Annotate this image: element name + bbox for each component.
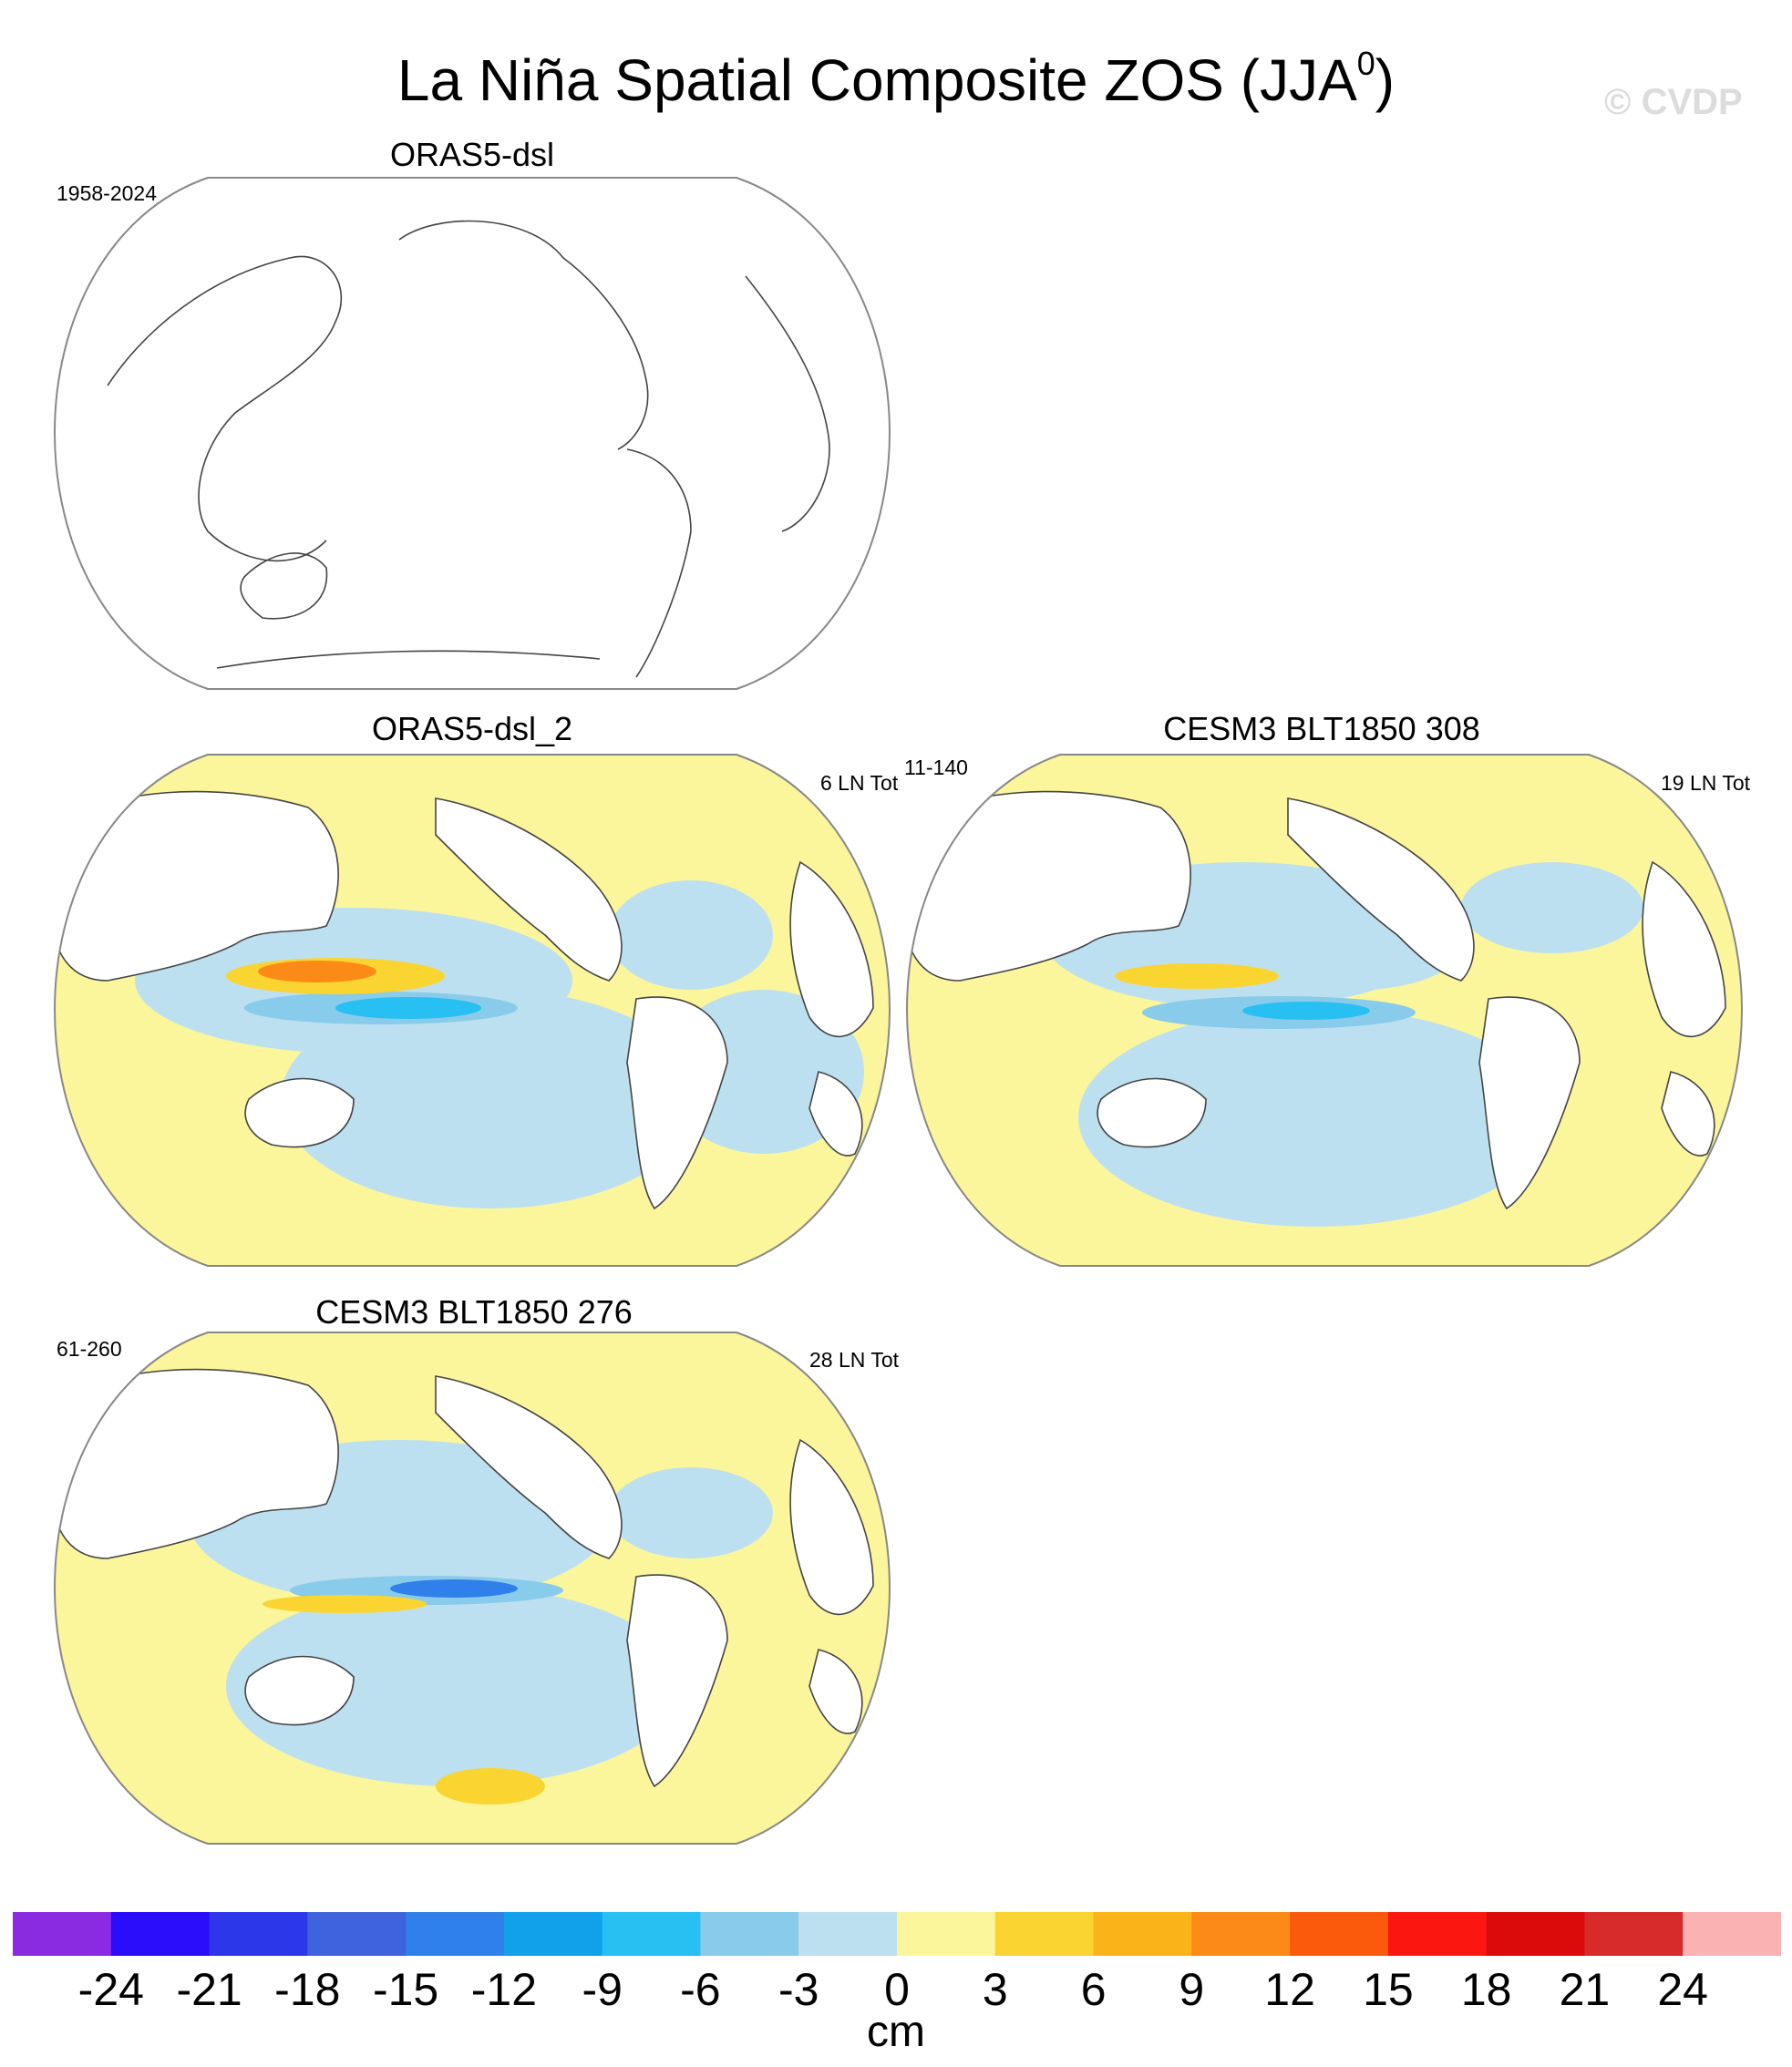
colorbar-tick-label: 12	[1264, 1964, 1315, 2015]
figure-title: La Niña Spatial Composite ZOS (JJA0)	[397, 45, 1395, 113]
watermark: © CVDP	[1604, 82, 1743, 122]
colorbar-swatch	[1191, 1912, 1291, 1956]
globe-outline	[53, 177, 891, 690]
colorbar-swatch	[700, 1912, 799, 1956]
panel-years-oras5-dsl: 1958-2024	[57, 181, 157, 205]
colorbar-swatch	[994, 1912, 1095, 1956]
colorbar-swatch	[1584, 1912, 1684, 1956]
colorbar-tick-label: 3	[982, 1964, 1008, 2015]
globe-outline	[53, 754, 891, 1267]
colorbar-swatch	[110, 1912, 211, 1956]
map-panel-oras5-dsl	[53, 176, 891, 691]
colorbar-tick-label: -6	[680, 1964, 721, 2015]
colorbar-swatch	[1683, 1912, 1782, 1956]
colorbar-swatch	[1486, 1912, 1585, 1956]
colorbar-tick-label: -24	[77, 1964, 144, 2015]
colorbar-tick-label: 21	[1559, 1964, 1611, 2015]
map-panel-cesm3-276	[53, 1331, 891, 1846]
colorbar-swatch	[602, 1912, 701, 1956]
colorbar-tick-label: 9	[1179, 1964, 1205, 2015]
colorbar-unit: cm	[867, 2008, 925, 2056]
colorbar-tick-label: -15	[372, 1964, 439, 2015]
panel-count-cesm3-308: 19 LN Tot	[1661, 771, 1751, 795]
colorbar-tick-label: 18	[1460, 1964, 1512, 2015]
colorbar-swatch	[1387, 1912, 1488, 1956]
panel-title-oras5-dsl-2: ORAS5-dsl_2	[371, 710, 573, 747]
colorbar-tick-label: -12	[470, 1964, 538, 2015]
colorbar-tick-label: 15	[1363, 1964, 1414, 2015]
panel-count-cesm3-276: 28 LN Tot	[809, 1348, 900, 1372]
colorbar-swatch	[1093, 1912, 1192, 1956]
panel-title-cesm3-276: CESM3 BLT1850 276	[315, 1293, 633, 1331]
land-masses	[55, 1368, 874, 1788]
colorbar-swatch	[897, 1912, 996, 1956]
map-panel-oras5-dsl-2	[53, 753, 891, 1268]
colorbar-swatch	[1290, 1912, 1389, 1956]
colorbar-tick-label: -3	[778, 1964, 819, 2015]
map-panel-cesm3-308	[905, 753, 1744, 1268]
globe-outline	[53, 1332, 891, 1845]
colorbar-swatch	[406, 1912, 505, 1956]
colorbar-swatch	[503, 1912, 603, 1956]
panel-count-oras5-dsl-2: 6 LN Tot	[820, 771, 899, 795]
panel-years-cesm3-308: 11-140	[904, 756, 968, 779]
colorbar-tick-label: -18	[274, 1964, 341, 2015]
colorbar-tick-label: -21	[176, 1964, 242, 2015]
colorbar-tick-label: 6	[1080, 1964, 1107, 2015]
land-masses	[907, 790, 1726, 1210]
land-masses	[55, 790, 874, 1210]
globe-outline	[905, 754, 1744, 1267]
colorbar-swatch	[209, 1912, 308, 1956]
colorbar-swatch	[13, 1912, 112, 1956]
continent-outlines	[107, 220, 830, 678]
colorbar-swatch	[798, 1912, 898, 1956]
colorbar-swatch	[307, 1912, 407, 1956]
colorbar-labels: -24 -21 -18 -15 -12 -9 -6 -3 0 3 6 9 12 15 18 21 24	[0, 1964, 1792, 2019]
colorbar	[13, 1912, 1782, 1960]
colorbar-tick-label: 0	[884, 1964, 910, 2015]
colorbar-tick-label: -9	[582, 1964, 623, 2015]
panel-years-cesm3-276: 61-260	[57, 1337, 122, 1361]
colorbar-tick-label: 24	[1657, 1964, 1708, 2015]
panel-title-oras5-dsl: ORAS5-dsl	[389, 136, 555, 173]
panel-title-cesm3-308: CESM3 BLT1850 308	[1163, 710, 1480, 747]
